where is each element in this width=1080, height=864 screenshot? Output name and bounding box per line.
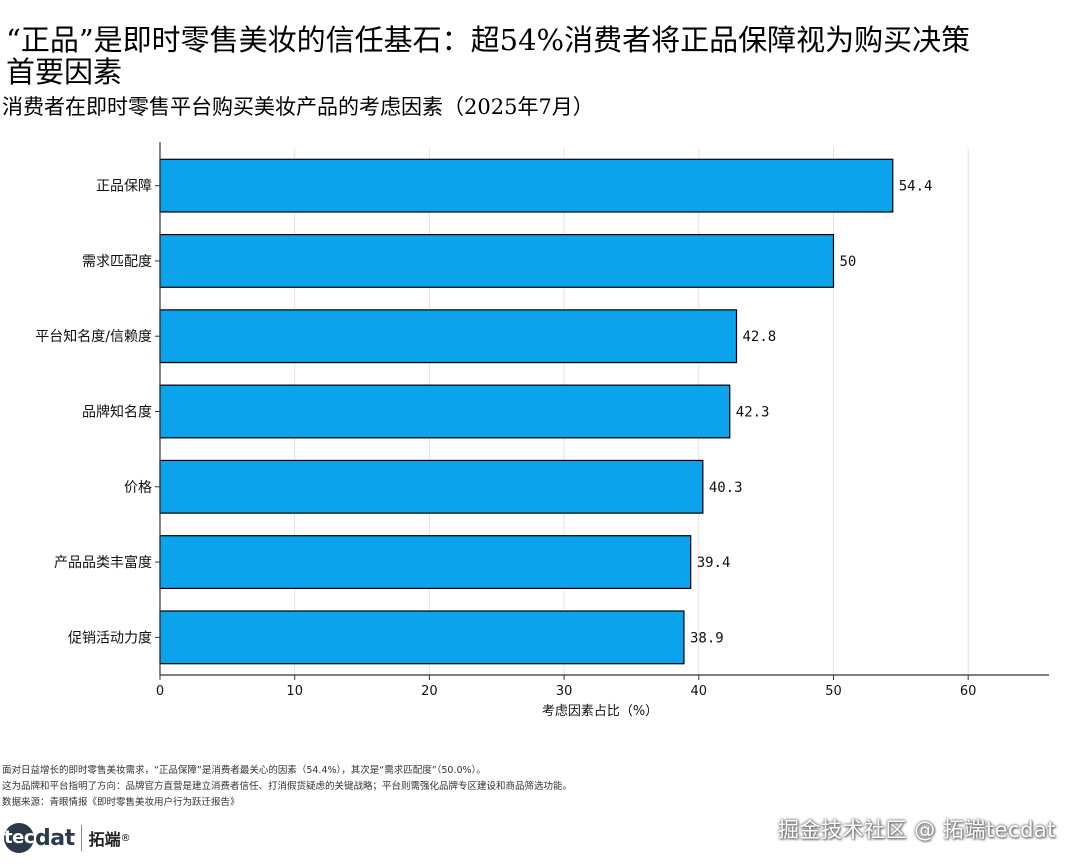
bar-6	[159, 610, 685, 665]
bar-3	[159, 384, 731, 439]
category-label-5: 产品品类丰富度	[54, 554, 152, 571]
x-axis-title: 考虑因素占比（%）	[542, 704, 658, 719]
bar-5	[159, 535, 692, 590]
x-tick-label-5: 50	[825, 684, 842, 699]
footnote-source: 数据来源：青眼情报《即时零售美妆用户行为跃迁报告》	[2, 797, 240, 808]
x-tick-label-2: 20	[421, 684, 438, 699]
category-label-4: 价格	[124, 480, 152, 496]
logo-divider	[80, 825, 82, 851]
bar-1	[159, 233, 835, 288]
footnote-1: 面对日益增长的即时零售美妆需求，“正品保障”是消费者最关心的因素（54.4%），…	[2, 765, 486, 776]
logo-circle: tec	[4, 823, 34, 853]
chart-subtitle: 消费者在即时零售平台购买美妆产品的考虑因素（2025年7月）	[2, 95, 594, 119]
bar-chart: 0 10 20 30 40 50 60 正品保障 54.4 需求匹配度 50 平台知名度/信赖度 42.…	[35, 142, 1049, 719]
logo-mark: tec dat	[4, 823, 75, 853]
axes: 0 10 20 30 40 50 60 正品保障 54.4 需求匹配度 50 平台知名度/信赖度 42.…	[35, 142, 1049, 699]
logo-mark-text: dat	[35, 825, 75, 851]
category-label-1: 需求匹配度	[82, 254, 152, 270]
registered-mark: ®	[120, 832, 131, 844]
x-tick-label-6: 60	[960, 684, 977, 699]
bar-4	[159, 459, 704, 514]
value-label-2: 42.8	[743, 329, 777, 345]
tecdat-logo: tec dat 拓端 ®	[4, 821, 131, 855]
value-label-1: 50	[839, 254, 856, 270]
category-label-3: 品牌知名度	[82, 404, 152, 421]
x-tick-label-1: 10	[286, 684, 303, 699]
value-label-5: 39.4	[697, 555, 731, 571]
bar-2	[159, 309, 738, 364]
footnotes: 面对日益增长的即时零售美妆需求，“正品保障”是消费者最关心的因素（54.4%），…	[2, 763, 902, 811]
value-label-6: 38.9	[690, 630, 724, 646]
x-tick-label-0: 0	[156, 684, 164, 699]
category-label-6: 促销活动力度	[68, 630, 152, 646]
x-tick-label-3: 30	[556, 684, 573, 699]
bars	[159, 158, 894, 665]
value-label-3: 42.3	[736, 405, 770, 421]
bar-0	[159, 158, 894, 213]
category-label-0: 正品保障	[96, 179, 152, 195]
value-label-4: 40.3	[709, 480, 743, 496]
x-tick-label-4: 40	[691, 684, 708, 699]
watermark: 掘金技术社区 @ 拓端tecdat	[778, 818, 1056, 842]
footnote-2: 这为品牌和平台指明了方向：品牌官方直营是建立消费者信任、打消假货疑虑的关键战略；…	[2, 781, 573, 792]
logo-cn-text: 拓端	[88, 830, 121, 849]
category-label-2: 平台知名度/信赖度	[35, 328, 152, 345]
value-label-0: 54.4	[899, 179, 933, 195]
title-line-2: 首要因素	[6, 55, 123, 89]
chart-title: “正品”是即时零售美妆的信任基石：超54%消费者将正品保障视为购买决策 首要因素	[6, 24, 1076, 88]
title-line-1: “正品”是即时零售美妆的信任基石：超54%消费者将正品保障视为购买决策	[6, 23, 971, 57]
